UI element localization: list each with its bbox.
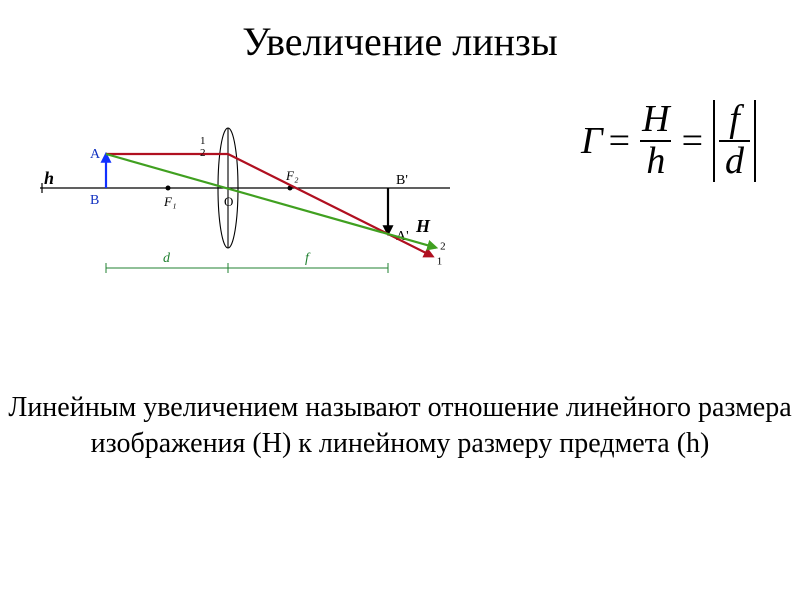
svg-text:1: 1 <box>437 255 443 267</box>
frac-num-f: f <box>723 100 746 140</box>
fraction-fd: f d <box>719 100 750 182</box>
svg-text:1: 1 <box>200 135 206 147</box>
svg-text:2: 2 <box>200 147 206 159</box>
equals-sign-2: = <box>682 119 703 163</box>
caption-text: Линейным увеличением называют отношение … <box>0 390 800 463</box>
magnification-formula: Г = H h = f d <box>581 100 760 182</box>
svg-text:f: f <box>305 251 311 266</box>
lens-diagram: F₁F₂OABB'A'1221df <box>40 120 460 300</box>
abs-bar-right <box>754 100 756 182</box>
svg-text:F₁: F₁ <box>163 194 176 209</box>
svg-text:2: 2 <box>440 241 446 253</box>
page-title: Увеличение линзы <box>0 18 800 65</box>
svg-text:F₂: F₂ <box>285 168 299 183</box>
formula-lhs: Г <box>581 119 603 163</box>
svg-text:d: d <box>163 251 171 266</box>
svg-text:A: A <box>90 147 101 162</box>
abs-group: f d <box>709 100 760 182</box>
frac-den-h: h <box>640 140 671 182</box>
svg-text:B: B <box>90 193 99 208</box>
svg-text:O: O <box>224 194 233 209</box>
fraction-Hh: H h <box>636 100 675 182</box>
svg-text:B': B' <box>396 173 408 188</box>
frac-den-d: d <box>719 140 750 182</box>
image-height-label: H <box>416 216 430 237</box>
equals-sign: = <box>609 119 630 163</box>
object-height-label: h <box>44 168 54 189</box>
frac-num-H: H <box>636 100 675 140</box>
abs-bar-left <box>713 100 715 182</box>
